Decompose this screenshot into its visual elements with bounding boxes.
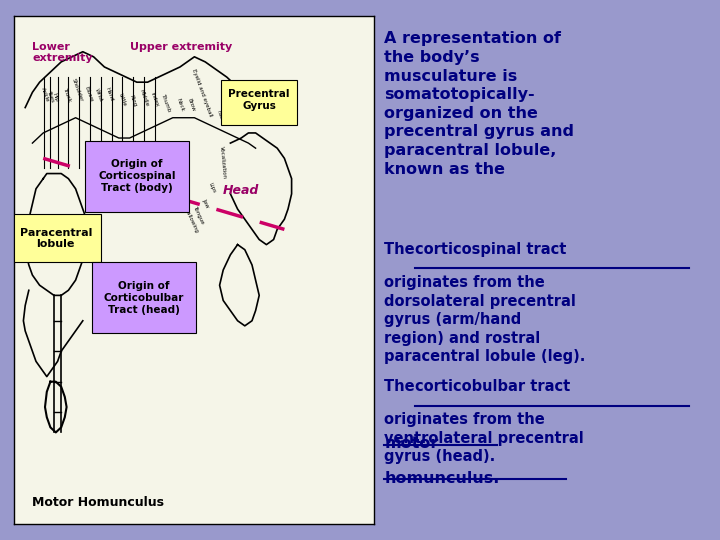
Text: Jaw: Jaw — [201, 198, 210, 209]
Text: Head: Head — [223, 184, 260, 197]
Text: Trunk: Trunk — [62, 87, 71, 103]
Text: Paracentral
lobule: Paracentral lobule — [19, 228, 92, 249]
Text: Ring: Ring — [129, 94, 138, 107]
Text: Toes: Toes — [46, 90, 55, 103]
Text: Upper extremity: Upper extremity — [130, 42, 232, 52]
Text: motor: motor — [384, 436, 438, 451]
Text: The: The — [384, 379, 420, 394]
Text: homunculus.: homunculus. — [384, 470, 500, 485]
Text: Origin of
Corticobulbar
Tract (head): Origin of Corticobulbar Tract (head) — [104, 281, 184, 314]
Text: Shoulder: Shoulder — [71, 78, 84, 103]
FancyBboxPatch shape — [92, 262, 197, 333]
Text: Neck: Neck — [175, 98, 185, 113]
Text: Ankle: Ankle — [40, 86, 50, 103]
Text: Vocalization: Vocalization — [220, 145, 227, 179]
Text: corticospinal tract: corticospinal tract — [415, 242, 566, 257]
Text: Eyelid and eyeball: Eyelid and eyeball — [191, 69, 212, 118]
Text: Hand: Hand — [105, 87, 114, 103]
Text: Swallowing: Swallowing — [182, 204, 199, 234]
Text: Wrist: Wrist — [94, 87, 104, 103]
Text: corticobulbar tract: corticobulbar tract — [415, 379, 570, 394]
FancyBboxPatch shape — [85, 140, 189, 212]
Text: Origin of
Corticospinal
Tract (body): Origin of Corticospinal Tract (body) — [98, 159, 176, 193]
Text: Lips: Lips — [208, 182, 217, 194]
FancyBboxPatch shape — [14, 214, 101, 262]
Text: Little: Little — [118, 93, 127, 107]
Text: originates from the
dorsolateral precentral
gyrus (arm/hand
region) and rostral
: originates from the dorsolateral precent… — [384, 275, 585, 364]
FancyBboxPatch shape — [222, 80, 297, 125]
Text: Elbow: Elbow — [83, 85, 94, 103]
Text: Brow: Brow — [186, 98, 195, 113]
Text: Precentral
Gyrus: Precentral Gyrus — [228, 89, 290, 111]
Text: Face: Face — [215, 109, 224, 123]
Text: Lower
extremity: Lower extremity — [32, 42, 93, 63]
Text: originates from the
ventrolateral precentral
gyrus (head).: originates from the ventrolateral precen… — [384, 412, 584, 464]
Text: Middle: Middle — [138, 89, 150, 107]
Text: Index: Index — [150, 92, 160, 107]
Text: Motor Homunculus: Motor Homunculus — [32, 496, 164, 509]
Text: Hip: Hip — [52, 92, 60, 103]
Text: Thumb: Thumb — [160, 93, 171, 113]
Text: Tongue: Tongue — [192, 205, 204, 224]
Text: A representation of
the body’s
musculature is
somatotopically-
organized on the
: A representation of the body’s musculatu… — [384, 31, 575, 177]
Text: The: The — [384, 242, 420, 257]
